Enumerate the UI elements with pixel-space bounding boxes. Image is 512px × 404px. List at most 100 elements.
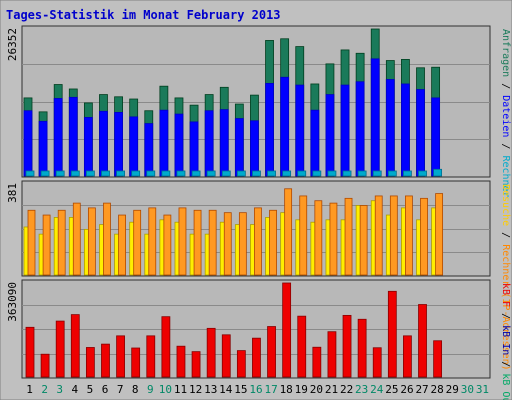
- bar-dateien-day-4: [68, 96, 78, 177]
- bar-dateien-day-2: [38, 120, 48, 177]
- bar-dateien-day-18: [280, 76, 290, 177]
- bar-dateien-day-8: [129, 116, 139, 177]
- bar-rechner-day-20: [312, 170, 322, 177]
- day-label-13: 13: [204, 383, 217, 396]
- bar-kb-f-day-12: [191, 351, 201, 378]
- legend-item: /: [500, 307, 511, 325]
- y-max-label: 26352: [6, 28, 19, 61]
- bar-dateien-day-1: [23, 110, 33, 177]
- bar-kb-f-day-15: [236, 350, 246, 378]
- bar-dateien-day-9: [144, 123, 154, 177]
- bar-dateien-day-22: [340, 84, 350, 177]
- bar-dateien-day-6: [99, 110, 108, 177]
- bar-rechner-ip-day-12: [193, 209, 202, 276]
- bar-rechner-ip-day-3: [57, 209, 66, 276]
- bar-rechner-day-13: [206, 170, 216, 177]
- day-label-25: 25: [385, 383, 398, 396]
- bar-rechner-ip-day-28: [435, 193, 444, 276]
- legend-item: /: [500, 137, 511, 155]
- day-label-1: 1: [26, 383, 33, 396]
- panel-1: 26352 Anfragen / Dateien / Rechner: [6, 25, 511, 198]
- bar-kb-f-day-23: [357, 318, 367, 378]
- legend-item: /: [500, 355, 511, 373]
- bar-rechner-ip-day-10: [163, 214, 172, 276]
- bar-dateien-day-5: [83, 117, 93, 177]
- day-label-5: 5: [87, 383, 94, 396]
- bar-kb-f-day-27: [418, 304, 427, 378]
- bar-rechner-ip-day-26: [405, 195, 413, 276]
- bar-rechner-ip-day-9: [148, 207, 157, 276]
- y-max-label: 381: [6, 183, 19, 203]
- bar-dateien-day-7: [114, 112, 123, 177]
- bar-rechner-day-25: [387, 170, 397, 177]
- bar-rechner-ip-day-22: [344, 197, 353, 276]
- bar-kb-f-day-6: [101, 343, 110, 378]
- bar-rechner-day-17: [267, 170, 276, 177]
- bar-kb-f-day-16: [252, 337, 261, 378]
- day-label-17: 17: [264, 383, 277, 396]
- bar-kb-f-day-8: [131, 347, 141, 378]
- day-label-30: 30: [461, 383, 474, 396]
- bar-dateien-day-10: [159, 109, 169, 177]
- bar-rechner-ip-day-4: [72, 202, 81, 276]
- day-label-11: 11: [174, 383, 187, 396]
- bar-kb-f-day-18: [282, 282, 292, 378]
- day-label-6: 6: [102, 383, 109, 396]
- day-label-3: 3: [56, 383, 63, 396]
- bar-dateien-day-20: [310, 109, 320, 177]
- bar-kb-f-day-10: [161, 316, 171, 378]
- legend-item: Dateien: [500, 95, 511, 137]
- bar-rechner-ip-day-19: [299, 195, 308, 276]
- bar-rechner-ip-day-8: [133, 209, 142, 276]
- bar-rechner-ip-day-5: [87, 207, 96, 276]
- day-label-2: 2: [41, 383, 48, 396]
- day-label-19: 19: [295, 383, 308, 396]
- bar-kb-f-day-20: [312, 346, 322, 378]
- day-label-16: 16: [249, 383, 262, 396]
- bar-rechner-day-1: [25, 170, 35, 177]
- bar-dateien-day-26: [401, 83, 410, 177]
- day-label-20: 20: [310, 383, 323, 396]
- legend-item: kB In: [500, 325, 511, 355]
- bar-kb-f-day-22: [342, 314, 352, 378]
- day-label-7: 7: [117, 383, 124, 396]
- bar-rechner-ip-day-13: [208, 209, 217, 276]
- day-label-8: 8: [132, 383, 139, 396]
- bar-rechner-day-11: [176, 170, 186, 177]
- bar-dateien-day-15: [234, 118, 244, 177]
- day-label-23: 23: [355, 383, 368, 396]
- bar-dateien-day-12: [189, 121, 199, 177]
- bar-rechner-ip-day-7: [118, 214, 126, 276]
- bar-rechner-day-14: [221, 170, 231, 177]
- day-label-31: 31: [476, 383, 489, 396]
- legend-item: /: [500, 77, 511, 95]
- bar-rechner-day-26: [403, 170, 412, 177]
- bar-kb-f-day-28: [433, 340, 443, 378]
- bar-dateien-day-16: [250, 120, 259, 177]
- y-max-label: 363090: [6, 282, 19, 322]
- bar-kb-f-day-19: [297, 315, 307, 378]
- legend-item: Besuche: [500, 184, 511, 226]
- bar-rechner-day-18: [282, 170, 292, 177]
- bar-rechner-day-6: [101, 170, 110, 177]
- bar-rechner-day-9: [146, 170, 156, 177]
- bar-kb-f-day-26: [403, 335, 412, 378]
- panel-3: 363090 kB F / kB In / kB Out: [6, 279, 511, 404]
- bar-rechner-day-28: [433, 168, 443, 177]
- bar-dateien-day-13: [204, 110, 214, 177]
- bar-kb-f-day-13: [206, 327, 216, 378]
- bar-rechner-day-10: [161, 170, 171, 177]
- day-label-14: 14: [219, 383, 233, 396]
- bar-rechner-day-24: [372, 170, 382, 177]
- legend-item: Rechner: [500, 155, 511, 197]
- day-label-28: 28: [431, 383, 444, 396]
- day-label-21: 21: [325, 383, 338, 396]
- bar-rechner-day-2: [40, 170, 50, 177]
- day-label-4: 4: [72, 383, 79, 396]
- day-label-12: 12: [189, 383, 202, 396]
- bar-dateien-day-28: [431, 97, 441, 177]
- bar-rechner-day-4: [70, 170, 80, 177]
- bar-kb-f-day-11: [176, 345, 186, 378]
